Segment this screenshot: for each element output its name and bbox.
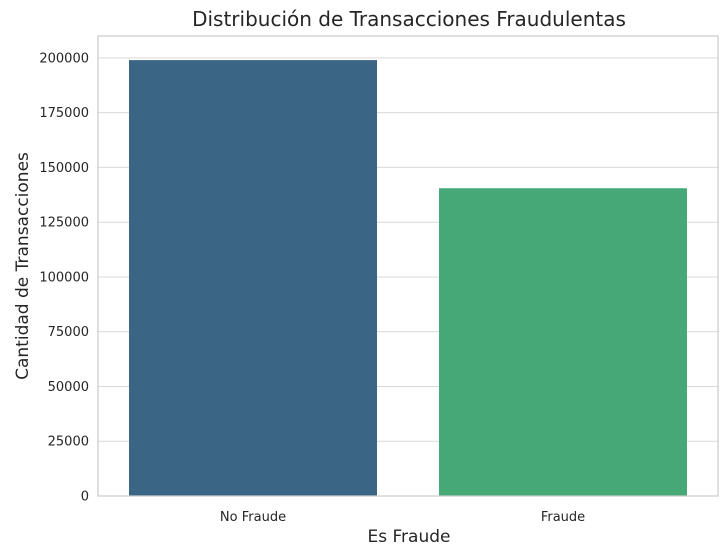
x-axis-label: Es Fraude (368, 527, 451, 547)
y-tick-labels: 0 25000 50000 75000 100000 125000 150000 175000… (39, 51, 89, 504)
y-tick-label: 150000 (39, 161, 89, 176)
y-tick-label: 175000 (39, 106, 89, 121)
x-tick-label: No Fraude (220, 510, 286, 525)
y-tick-label: 200000 (39, 51, 89, 66)
y-axis-label: Cantidad de Transacciones (13, 152, 33, 380)
y-tick-label: 125000 (39, 216, 89, 231)
bars (129, 60, 687, 496)
y-tick-label: 50000 (48, 380, 89, 395)
bar-no-fraude (129, 60, 377, 496)
bar-fraude (439, 188, 687, 496)
y-tick-label: 25000 (48, 435, 89, 450)
chart-title: Distribución de Transacciones Fraudulent… (192, 7, 626, 31)
x-tick-label: Fraude (541, 510, 585, 525)
y-tick-label: 100000 (39, 270, 89, 285)
plot-frame (97, 35, 719, 497)
x-tick-labels: No Fraude Fraude (220, 510, 585, 525)
y-tick-label: 0 (81, 490, 89, 505)
y-tick-label: 75000 (48, 325, 89, 340)
